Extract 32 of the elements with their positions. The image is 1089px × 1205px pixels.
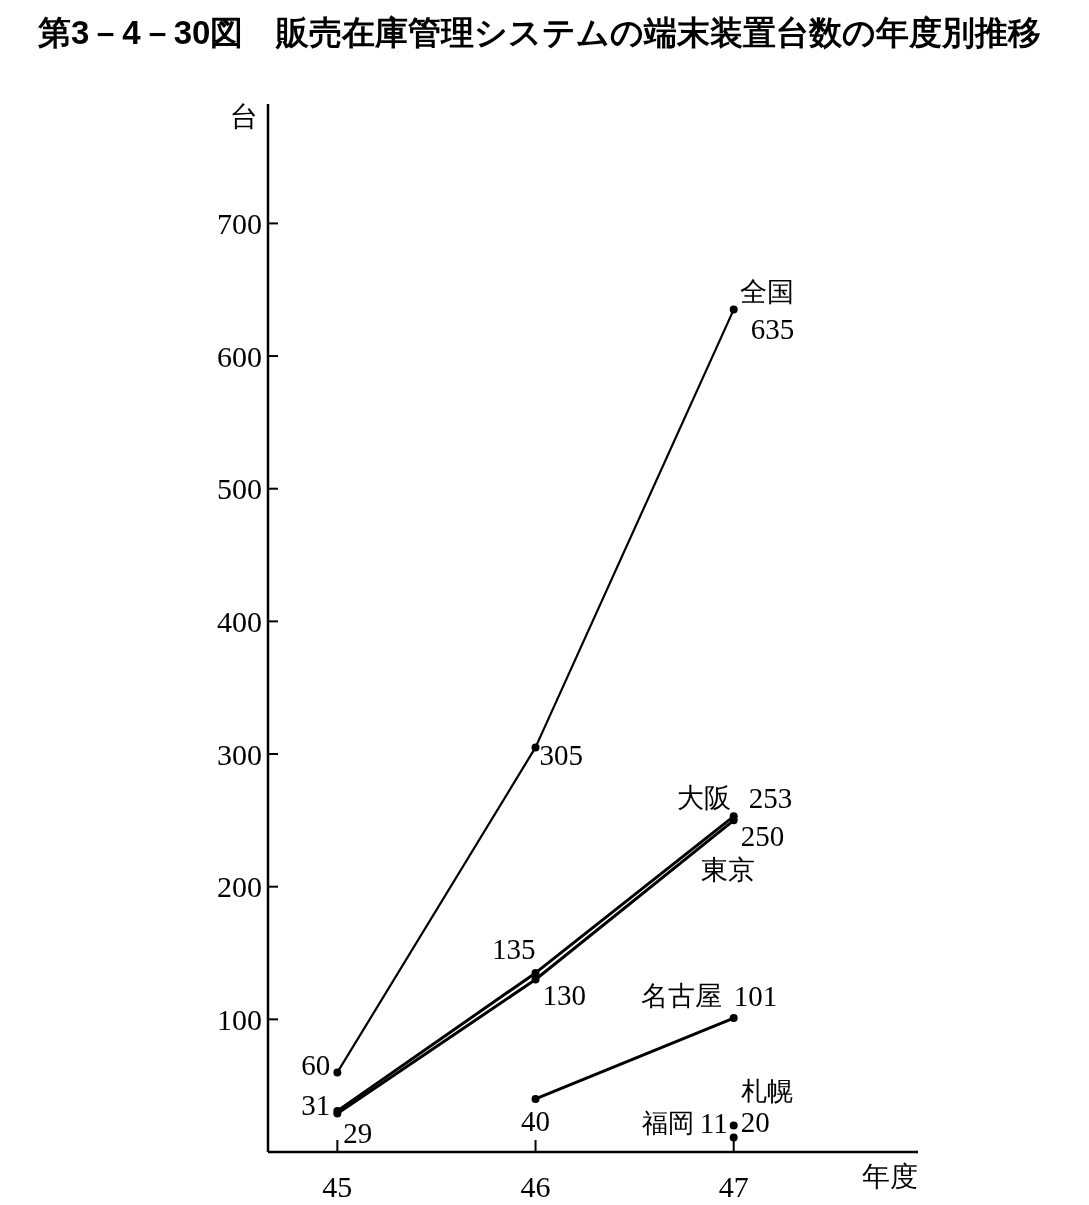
data-label: 60: [301, 1049, 331, 1082]
data-label: 130: [542, 978, 587, 1011]
y-tick-label: 200: [217, 870, 262, 904]
series-name: 名古屋: [640, 981, 722, 1011]
series-name: 全国: [739, 276, 794, 307]
data-label: 101: [733, 980, 778, 1012]
data-label: 11: [699, 1107, 728, 1140]
y-tick-label: 500: [217, 472, 262, 506]
data-label: 253: [748, 782, 793, 815]
y-tick-label: 400: [217, 604, 262, 638]
data-label: 29: [343, 1116, 373, 1149]
y-tick-label: 700: [217, 206, 262, 240]
x-tick-label: 46: [520, 1169, 551, 1203]
y-tick-label: 300: [217, 737, 262, 771]
series-name: 札幌: [740, 1076, 793, 1106]
y-tick-label: 600: [217, 339, 262, 373]
series-name: 福岡: [641, 1108, 694, 1138]
data-label: 305: [539, 739, 584, 772]
series-name: 大阪: [676, 783, 731, 814]
data-label: 20: [740, 1106, 770, 1139]
data-label: 635: [750, 312, 795, 345]
y-tick-label: 100: [217, 1002, 262, 1036]
data-label: 31: [301, 1088, 331, 1121]
y-axis-title: 台: [230, 100, 258, 132]
title: 第3－4－30図 販売在庫管理システムの端末装置台数の年度別推移: [38, 13, 1042, 51]
data-label: 135: [492, 932, 536, 965]
series-name: 東京: [700, 855, 755, 886]
x-tick-label: 45: [322, 1169, 353, 1203]
x-tick-label: 47: [718, 1169, 749, 1203]
data-label: 250: [740, 820, 785, 853]
data-label: 40: [521, 1104, 551, 1137]
x-axis-title: 年度: [862, 1160, 918, 1192]
